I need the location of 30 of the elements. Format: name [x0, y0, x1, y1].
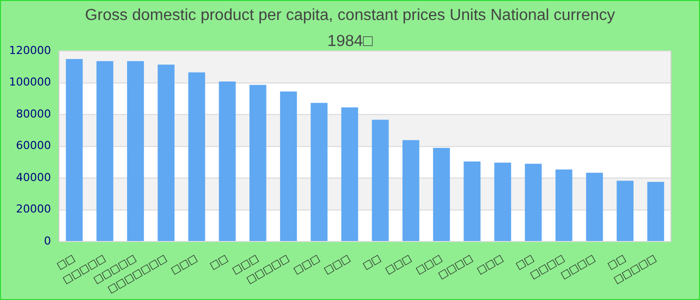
- bar: [96, 61, 114, 242]
- y-tick-label: 120000: [8, 44, 51, 57]
- bar: [218, 81, 236, 242]
- bar: [524, 164, 542, 242]
- x-tick-label: □□: [361, 253, 384, 272]
- bar: [647, 182, 664, 242]
- bar: [494, 162, 512, 242]
- chart-title: Gross domestic product per capita, constant prices Units National currency 1984□: [84, 7, 615, 50]
- bar: [188, 72, 206, 242]
- bar: [341, 107, 358, 242]
- bar: [280, 91, 297, 242]
- bar: [586, 172, 603, 242]
- y-tick-label: 20000: [16, 202, 51, 216]
- bar: [372, 120, 389, 242]
- bar: [464, 162, 481, 242]
- bar: [127, 61, 144, 242]
- y-tick-label: 80000: [16, 107, 51, 120]
- x-tick-label: □□: [208, 253, 230, 272]
- bar: [66, 58, 83, 242]
- y-tick-label: 60000: [16, 139, 51, 152]
- bar: [402, 140, 420, 242]
- y-tick-label: 0: [44, 234, 51, 248]
- y-tick-label: 100000: [8, 76, 51, 89]
- bar: [310, 102, 328, 242]
- bar: [249, 84, 266, 242]
- bar: [158, 64, 175, 242]
- bar: [616, 180, 634, 242]
- y-tick-label: 40000: [16, 170, 51, 184]
- bar: [555, 169, 572, 242]
- bar: [433, 148, 450, 242]
